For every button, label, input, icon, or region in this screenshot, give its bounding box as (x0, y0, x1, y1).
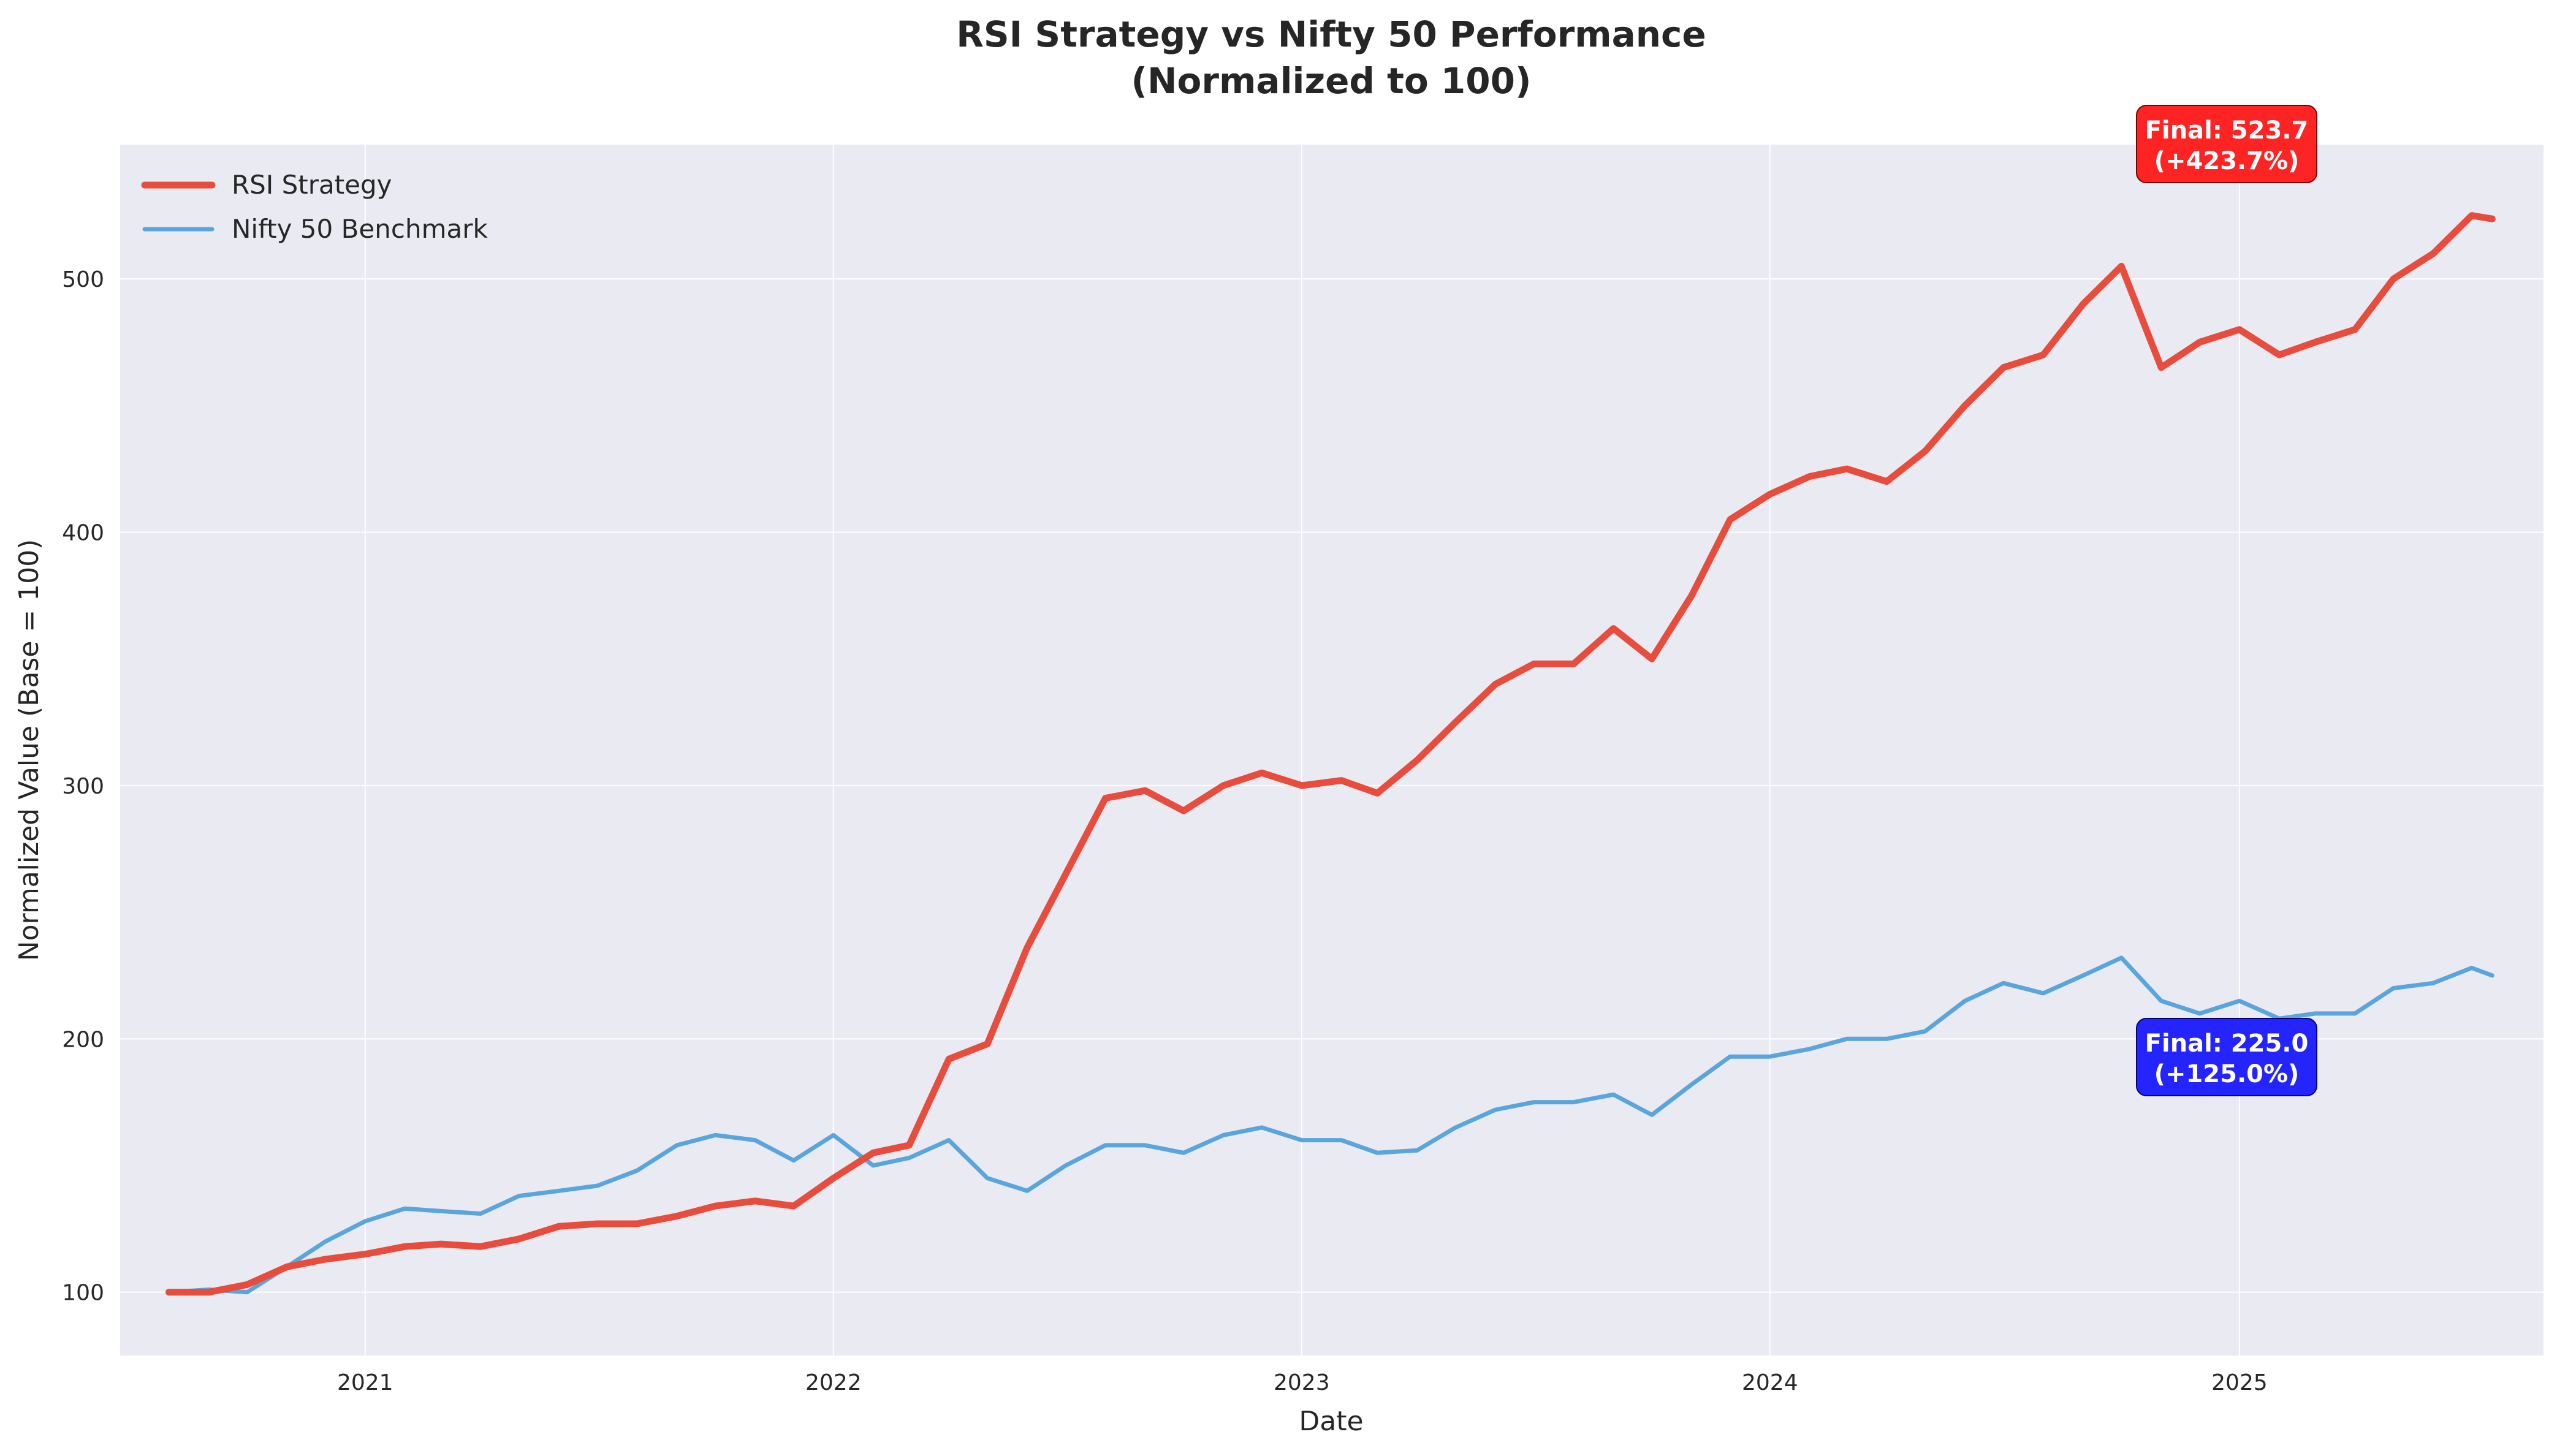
series-line-rsi-strategy (165, 212, 2496, 1296)
annotation-rsi-badge (2136, 105, 2317, 183)
annotation-rsi-final: Final: 523.7 (+423.7%) (2136, 105, 2317, 183)
annotation-nifty-final-pct: (+125.0%) (2154, 1060, 2300, 1088)
y-tick-label: 300 (62, 774, 104, 799)
annotation-rsi-final-value: Final: 523.7 (2145, 116, 2309, 145)
x-axis-label: Date (1299, 1406, 1363, 1437)
x-tick-label: 2022 (805, 1370, 862, 1395)
annotation-rsi-final-pct: (+423.7%) (2154, 147, 2300, 175)
annotation-nifty-final: Final: 225.0 (+125.0%) (2136, 1018, 2317, 1096)
y-tick-label: 400 (62, 520, 104, 545)
y-axis-label: Normalized Value (Base = 100) (13, 539, 45, 961)
y-tick-label: 200 (62, 1027, 104, 1052)
tick-labels: 100 200 300 400 500 2021 2022 2023 2024 2025 (62, 267, 2267, 1395)
legend-label-nifty: Nifty 50 Benchmark (232, 214, 488, 244)
x-tick-label: 2024 (1742, 1370, 1798, 1395)
gridlines (120, 145, 2544, 1356)
legend: RSI Strategy Nifty 50 Benchmark (141, 170, 488, 244)
series-lines (165, 212, 2496, 1296)
x-tick-label: 2021 (337, 1370, 393, 1395)
annotation-nifty-final-value: Final: 225.0 (2145, 1029, 2309, 1058)
x-tick-label: 2025 (2211, 1370, 2268, 1395)
series-line-nifty-benchmark (167, 955, 2494, 1295)
plot-background (120, 145, 2544, 1356)
chart-subtitle: (Normalized to 100) (1131, 60, 1532, 102)
y-tick-label: 100 (62, 1281, 104, 1306)
y-tick-label: 500 (62, 267, 104, 292)
x-tick-label: 2023 (1274, 1370, 1330, 1395)
legend-label-rsi: RSI Strategy (232, 170, 392, 200)
chart-title: RSI Strategy vs Nifty 50 Performance (956, 13, 1706, 55)
annotation-nifty-badge (2136, 1018, 2317, 1096)
